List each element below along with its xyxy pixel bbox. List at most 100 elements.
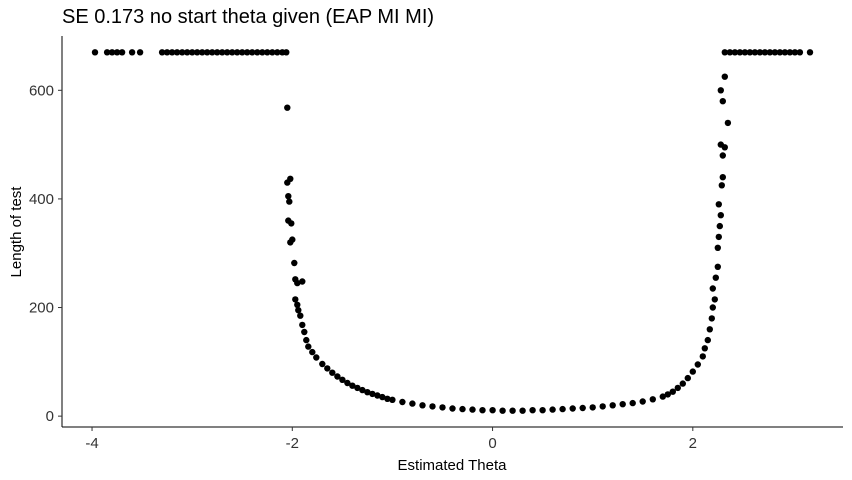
data-point (669, 388, 676, 395)
data-point (721, 73, 728, 80)
data-point (699, 353, 706, 360)
data-point (274, 49, 281, 56)
y-tick-label: 600 (29, 82, 54, 99)
data-point (309, 348, 316, 356)
data-point (639, 398, 646, 405)
data-point (599, 403, 606, 410)
data-point (264, 49, 271, 56)
data-point (714, 244, 721, 251)
data-point (209, 49, 216, 56)
data-point (194, 49, 201, 56)
data-point (741, 49, 749, 56)
data-point (619, 401, 626, 408)
data-point (709, 304, 716, 311)
data-point (716, 222, 723, 230)
data-point (374, 392, 381, 399)
data-point (409, 400, 416, 407)
data-point (766, 49, 774, 56)
data-point (199, 49, 206, 56)
data-point (731, 49, 739, 56)
data-point (287, 175, 294, 182)
data-point (529, 407, 536, 414)
data-point (319, 360, 326, 368)
data-point (379, 393, 386, 401)
data-point (701, 345, 708, 352)
data-point (746, 49, 754, 56)
data-point (776, 49, 784, 56)
data-point (717, 212, 724, 219)
data-point (313, 354, 320, 361)
data-point (229, 49, 236, 56)
data-point (719, 98, 726, 105)
data-point (709, 285, 716, 292)
y-axis-title: Length of test (8, 186, 25, 278)
data-point (519, 407, 526, 414)
data-point (249, 49, 256, 56)
data-point (715, 201, 722, 208)
data-point (791, 49, 799, 56)
data-point (292, 296, 299, 303)
data-point (721, 144, 728, 151)
data-point (389, 396, 396, 403)
data-point (239, 49, 246, 56)
data-point (684, 374, 691, 382)
data-point (113, 49, 121, 56)
data-point (711, 296, 718, 303)
data-point (721, 49, 728, 56)
data-point (674, 384, 681, 392)
data-point (649, 396, 656, 403)
data-point (539, 407, 546, 414)
data-point (364, 389, 371, 396)
data-point (419, 402, 426, 409)
data-point (324, 365, 331, 372)
data-point (706, 326, 713, 333)
data-point (103, 49, 111, 56)
data-point (714, 263, 721, 270)
data-point (301, 328, 308, 336)
y-axis-ticks: 0 200 400 600 (29, 82, 62, 425)
data-point (509, 407, 516, 414)
data-point (459, 405, 466, 413)
data-point (359, 386, 366, 394)
data-point (224, 49, 231, 56)
data-point (173, 49, 181, 56)
data-point (761, 49, 769, 56)
data-point (679, 380, 686, 387)
data-point (718, 182, 725, 189)
data-point (559, 405, 566, 413)
data-point (479, 407, 486, 414)
data-point (297, 312, 304, 319)
data-point (659, 393, 666, 400)
data-point (91, 49, 99, 56)
data-point (269, 49, 276, 56)
data-point (719, 152, 726, 159)
data-point (469, 406, 476, 413)
data-point (781, 49, 789, 56)
data-point (756, 49, 764, 56)
x-axis-ticks: -4 -2 0 2 (85, 427, 697, 452)
data-point (694, 361, 701, 368)
data-point (283, 49, 290, 56)
data-point (286, 198, 293, 205)
x-tick-label: 2 (689, 435, 697, 452)
y-tick-label: 0 (46, 408, 54, 425)
data-point (291, 259, 298, 267)
y-tick-label: 400 (29, 191, 54, 208)
data-point (439, 404, 446, 411)
data-point (303, 336, 310, 344)
data-point (158, 49, 166, 56)
data-point (294, 301, 301, 308)
data-point (184, 49, 191, 56)
data-point (288, 220, 295, 227)
data-point (609, 402, 616, 409)
data-point (719, 174, 726, 181)
data-point (751, 49, 759, 56)
data-point (569, 405, 576, 412)
data-point (715, 233, 722, 241)
data-point (118, 49, 126, 56)
data-point (329, 369, 336, 376)
data-point (349, 382, 356, 389)
data-point (294, 279, 301, 287)
x-tick-label: -4 (85, 435, 98, 452)
x-tick-label: 0 (488, 435, 496, 452)
